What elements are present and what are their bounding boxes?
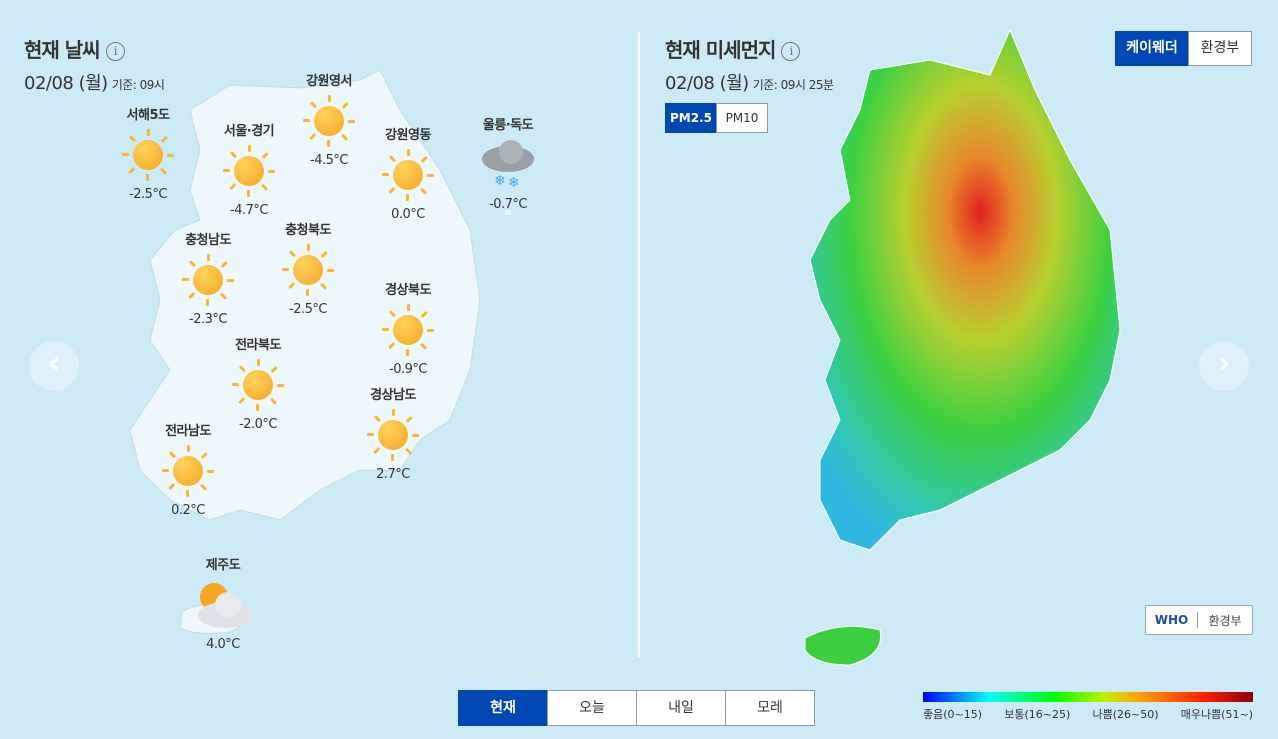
region-0: 서해5도 -2.5°C xyxy=(93,104,203,202)
moe-tab[interactable]: 환경부 xyxy=(1188,31,1252,66)
dust-date: 02/08 (월) 기준: 09시 25분 xyxy=(665,69,834,95)
standard-toggle: WHO 환경부 xyxy=(1145,605,1253,635)
region-name: 전라남도 xyxy=(165,424,211,439)
legend-labels: 좋음(0~15) 보통(16~25) 나쁨(26~50) 매우나쁨(51~) xyxy=(923,706,1253,722)
sun-icon xyxy=(232,359,284,411)
region-name: 울릉·독도 xyxy=(482,118,534,133)
sun-icon xyxy=(367,409,419,461)
region-temp: -2.5°C xyxy=(289,302,327,317)
region-11: 제주도 4.0°C xyxy=(168,554,278,652)
pm10-tab[interactable]: PM10 xyxy=(716,103,768,133)
region-10: 전라남도 0.2°C xyxy=(133,420,243,518)
region-5: 충청남도 -2.3°C xyxy=(153,229,263,327)
time-tabs: 현재 오늘 내일 모레 xyxy=(458,690,815,726)
separator xyxy=(1197,612,1199,628)
sun-icon xyxy=(223,145,275,197)
region-temp: -2.3°C xyxy=(189,312,227,327)
legend-bar xyxy=(923,692,1253,702)
sun-icon xyxy=(282,244,334,296)
region-temp: 4.0°C xyxy=(206,637,240,652)
region-2: 강원영서 -4.5°C xyxy=(274,70,384,168)
chevron-left-icon[interactable]: ‹ xyxy=(29,341,79,391)
pm25-tab[interactable]: PM2.5 xyxy=(665,103,717,133)
dust-map xyxy=(804,28,1121,666)
region-temp: -4.5°C xyxy=(310,153,348,168)
tab-now[interactable]: 현재 xyxy=(458,690,548,726)
pm-tabs: PM2.5 PM10 xyxy=(665,103,834,133)
source-tabs: 케이웨더 환경부 xyxy=(1115,31,1252,66)
tab-today[interactable]: 오늘 xyxy=(547,690,637,726)
moe-standard-button[interactable]: 환경부 xyxy=(1208,613,1242,628)
sun-icon xyxy=(303,95,355,147)
weather-date: 02/08 (월) 기준: 09시 xyxy=(24,69,165,95)
region-temp: 2.7°C xyxy=(376,467,410,482)
tab-tomorrow[interactable]: 내일 xyxy=(636,690,726,726)
region-name: 강원영동 xyxy=(385,128,431,143)
legend-good: 좋음(0~15) xyxy=(923,708,983,721)
region-name: 경상남도 xyxy=(370,388,416,403)
region-name: 제주도 xyxy=(205,558,241,573)
region-8: 전라북도 -2.0°C xyxy=(203,334,313,432)
tab-day-after[interactable]: 모레 xyxy=(725,690,815,726)
kweather-tab[interactable]: 케이웨더 xyxy=(1115,31,1189,66)
region-temp: 0.0°C xyxy=(391,207,425,222)
region-name: 충청남도 xyxy=(185,233,231,248)
weather-title: 현재 날씨 i xyxy=(24,34,164,63)
region-temp: -0.7°C xyxy=(489,197,527,212)
dust-title: 현재 미세먼지 i xyxy=(665,34,834,63)
sun-icon xyxy=(382,304,434,356)
svg-text:❄: ❄ xyxy=(494,173,506,189)
weather-header: 현재 날씨 i 02/08 (월) 기준: 09시 xyxy=(24,34,165,95)
sun-icon xyxy=(382,149,434,201)
cloud-snow-icon: ❄ ❄ xyxy=(478,139,538,191)
legend-very-bad: 매우나쁨(51~) xyxy=(1180,708,1253,721)
region-temp: -4.7°C xyxy=(230,203,268,218)
region-name: 전라북도 xyxy=(235,338,281,353)
legend-bad: 나쁨(26~50) xyxy=(1092,708,1159,721)
region-6: 충청북도 -2.5°C xyxy=(253,219,363,317)
region-temp: -0.9°C xyxy=(389,362,427,377)
dust-title-text: 현재 미세먼지 xyxy=(665,38,776,62)
region-name: 충청북도 xyxy=(285,223,331,238)
region-temp: -2.5°C xyxy=(129,187,167,202)
sun-icon xyxy=(122,129,174,181)
partly-cloudy-icon xyxy=(192,579,254,631)
region-temp: 0.2°C xyxy=(171,503,205,518)
region-name: 서울·경기 xyxy=(223,124,275,139)
basis-text: 기준: 09시 xyxy=(111,78,165,92)
region-9: 경상남도 2.7°C xyxy=(338,384,448,482)
dust-header: 현재 미세먼지 i 02/08 (월) 기준: 09시 25분 PM2.5 PM10 xyxy=(665,34,834,133)
info-icon[interactable]: i xyxy=(105,42,125,61)
chevron-right-icon[interactable]: › xyxy=(1199,341,1249,391)
legend-normal: 보통(16~25) xyxy=(1004,708,1071,721)
date-text: 02/08 (월) xyxy=(24,73,108,94)
weather-title-text: 현재 날씨 xyxy=(24,38,101,62)
svg-text:❄: ❄ xyxy=(508,175,520,191)
region-temp: -2.0°C xyxy=(239,417,277,432)
region-name: 서해5도 xyxy=(126,108,170,123)
region-4: 울릉·독도 ❄ ❄ -0.7°C xyxy=(453,114,563,212)
info-icon[interactable]: i xyxy=(781,42,801,61)
sun-icon xyxy=(182,254,234,306)
region-7: 경상북도 -0.9°C xyxy=(353,279,463,377)
who-standard-button[interactable]: WHO xyxy=(1154,613,1189,627)
divider xyxy=(638,32,640,657)
region-name: 경상북도 xyxy=(385,283,431,298)
basis-text: 기준: 09시 25분 xyxy=(752,78,834,92)
region-3: 강원영동 0.0°C xyxy=(353,124,463,222)
region-1: 서울·경기 -4.7°C xyxy=(194,120,304,218)
sun-icon xyxy=(162,445,214,497)
date-text: 02/08 (월) xyxy=(665,73,749,94)
region-name: 강원영서 xyxy=(306,74,352,89)
